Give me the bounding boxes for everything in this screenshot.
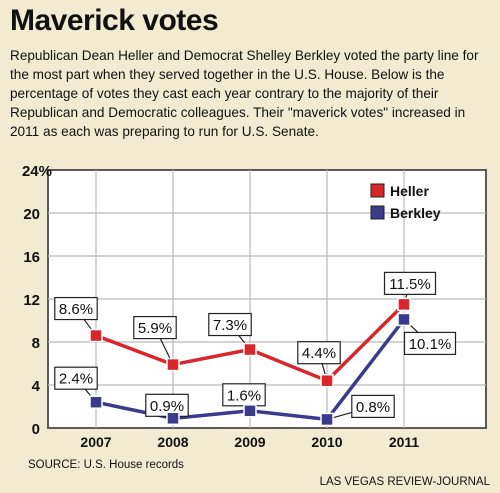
data-points [89, 297, 411, 427]
legend-label-berkley: Berkley [390, 205, 441, 221]
data-point-heller [397, 297, 411, 312]
y-tick-label: 16 [23, 249, 40, 266]
y-tick-label: 20 [23, 206, 40, 223]
data-point-berkley [89, 395, 103, 409]
data-label-box [54, 296, 98, 321]
data-point-heller [320, 373, 334, 388]
y-tick-label: 8 [32, 335, 40, 352]
data-labels: 8.6% 5.9% 7.3% 4.4% 11.5% 2.4% 0.9% 1.6% 0.8% 10.… [54, 271, 457, 420]
y-tick-label: 24% [22, 163, 52, 180]
y-tick-label: 0 [32, 421, 40, 438]
x-tick-label: 2010 [311, 434, 342, 450]
x-tick-label: 2011 [389, 434, 420, 450]
y-axis-ticks: 0 4 8 12 16 20 24% [22, 163, 52, 438]
data-label-box [133, 315, 177, 340]
chart-title: Maverick votes [10, 4, 219, 37]
data-point-berkley [320, 412, 334, 427]
y-tick-label: 12 [23, 292, 40, 309]
x-tick-label: 2009 [234, 434, 265, 450]
data-label-box [403, 331, 457, 356]
data-point-heller [243, 342, 257, 357]
data-label-box [208, 312, 252, 337]
data-point-berkley [397, 312, 411, 327]
legend-swatch-berkley [370, 205, 385, 220]
x-axis-ticks: 2007 2008 2009 2010 2011 [80, 434, 419, 450]
chart-subtitle: Republican Dean Heller and Democrat Shel… [10, 48, 479, 139]
data-label: 2.4% [59, 371, 93, 388]
data-label: 8.6% [59, 301, 93, 318]
legend-label-heller: Heller [390, 183, 429, 199]
y-tick-label: 4 [32, 378, 41, 395]
data-label: 0.8% [356, 399, 390, 416]
source-note: SOURCE: U.S. House records [28, 459, 184, 471]
data-label: 4.4% [302, 345, 336, 362]
data-point-heller [166, 357, 180, 372]
grid [47, 169, 487, 429]
data-point-berkley [243, 404, 257, 418]
data-label: 0.9% [150, 398, 184, 415]
data-label: 11.5% [389, 276, 430, 293]
legend: Heller Berkley [370, 183, 441, 221]
x-tick-label: 2008 [157, 434, 188, 450]
data-point-heller [89, 328, 103, 343]
data-label-box [383, 271, 437, 295]
credit-line: LAS VEGAS REVIEW-JOURNAL [319, 476, 490, 488]
data-point-berkley [166, 411, 180, 426]
legend-swatch-heller [370, 183, 385, 198]
data-label-box [297, 341, 341, 365]
data-label: 7.3% [213, 317, 247, 334]
data-label: 10.1% [409, 336, 452, 353]
data-label: 1.6% [227, 387, 261, 404]
data-label: 5.9% [138, 320, 172, 337]
data-label-box [54, 366, 98, 390]
x-tick-label: 2007 [80, 434, 111, 450]
data-label-box [351, 394, 395, 418]
